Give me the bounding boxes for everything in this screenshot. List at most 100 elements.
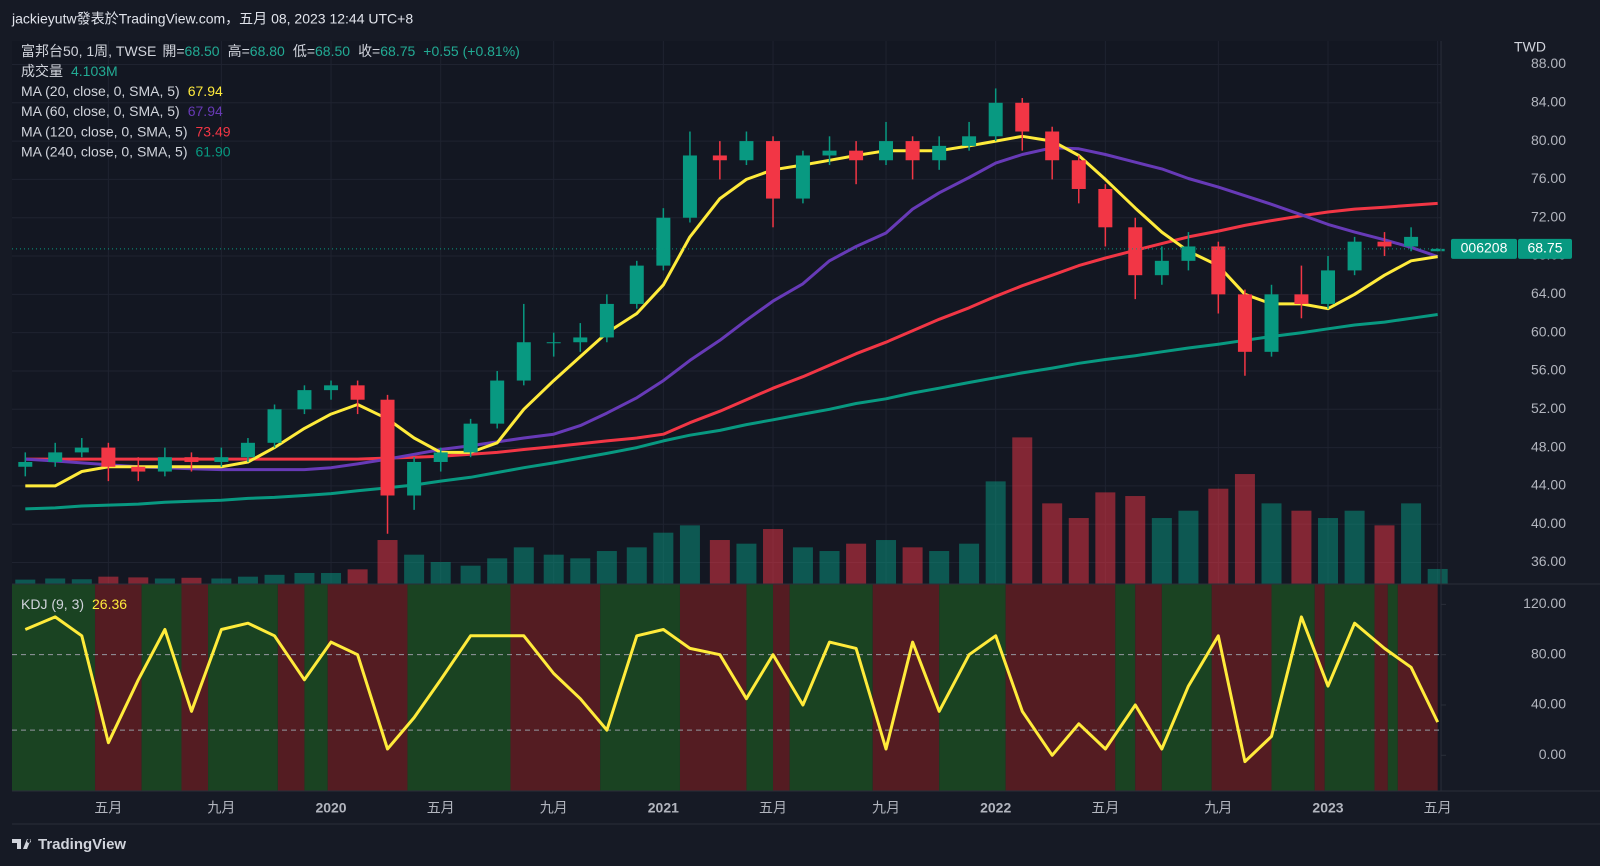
candle-body [157,457,172,472]
volume-bar [596,551,617,584]
candle-body [1181,246,1196,261]
ohlc-value: 68.50 [185,43,220,59]
ma-name: MA (120, close, 0, SMA, 5) [21,123,188,139]
symbol-legend: 富邦台50, 1周, TWSE 開=68.50 高=68.80 低=68.50 收=68… [21,43,520,59]
ticker-tag [1451,238,1517,259]
candle-body [131,466,146,472]
layers: 五月 九月 2020 五月 九月 2021 五月 九月 2022 五月 九月 2023 五月 36.00 4… [12,41,1572,816]
y-tick-label: 60.00 [1531,323,1566,339]
kdj-zone [872,584,940,791]
volume-bar [902,547,923,584]
volume-bar [1068,518,1089,584]
candle-body [214,457,229,462]
ohlc-value: 68.75 [380,43,415,59]
volume-bar [929,551,950,584]
candle-body [267,409,282,443]
ohlc-label: 高= [228,43,250,59]
kdj-zone [1135,584,1162,791]
candle-body [1430,248,1445,252]
x-tick-label: 2020 [315,800,346,816]
candle-body [1015,102,1030,132]
volume-bar [763,529,784,584]
x-tick-label: 2022 [980,800,1011,816]
volume-bar [321,573,342,584]
candle-body [516,342,531,381]
candle-body [1377,241,1392,247]
candle-body [297,390,312,410]
volume-bar [1012,437,1033,584]
candle-body [1071,160,1086,189]
ma-value: 67.94 [188,103,223,119]
kdj-zone [407,584,511,791]
candle-body [849,150,864,161]
volume-legend: 成交量 4.103M [21,63,118,79]
volume-bar [792,547,813,584]
price-tag-label: 68.75 [1527,240,1562,256]
candle-body [629,265,644,304]
volume-bar [71,579,92,584]
moving-average [25,134,1438,488]
ohlc-label: 開= [162,43,184,59]
x-tick-label: 五月 [759,800,787,816]
kdj-zone [939,584,1006,791]
volume-bar [15,579,36,584]
volume-bar [237,576,258,584]
candle-body [490,380,505,424]
x-tick-label: 2021 [648,800,679,816]
y-tick-label: 48.00 [1531,438,1566,454]
x-tick-label: 五月 [1424,800,1452,816]
y-tick-label: 76.00 [1531,170,1566,186]
volume-bar [709,540,730,584]
candle-body [739,141,754,161]
candle-body [1128,227,1143,276]
kdj-tick-label: 80.00 [1531,645,1566,661]
x-tick-label: 九月 [540,800,568,816]
ma-value: 61.90 [196,143,231,159]
volume-bar [181,577,202,584]
kdj-zone [1005,584,1116,791]
candle-body [433,452,448,462]
volume-bar [460,565,481,584]
y-tick-label: 52.00 [1531,400,1566,416]
kdj-zone [1115,584,1136,791]
ticker-label: 006208 [1461,240,1508,256]
volume-bar [1374,525,1395,584]
volume-bar [846,543,867,584]
change: +0.55 (+0.81%) [423,43,520,59]
footer-brand: TradingView [38,836,126,853]
volume-bar [1427,568,1448,584]
kdj-legend: KDJ (9, 3) 26.36 [21,596,127,612]
candle-body [822,150,837,156]
candle-body [573,337,588,343]
kdj-zone [181,584,209,791]
candle-body [988,102,1003,137]
volume-bar [45,578,66,584]
kdj-zone [746,584,774,791]
ohlc-value: 68.50 [315,43,350,59]
kdj-line [24,615,1440,764]
candle-body [18,461,33,467]
candle-body [932,145,947,161]
volume-bar [98,576,119,584]
volume-bar [1261,503,1282,584]
kdj-zone [1324,584,1375,791]
kdj-zone [510,584,601,791]
candle-body [1098,188,1113,228]
candle-body [463,423,478,453]
x-tick-label: 五月 [1091,800,1119,816]
y-tick-label: 56.00 [1531,362,1566,378]
kdj-zone [1211,584,1272,791]
candle-body [879,141,894,161]
volume-bar [1234,474,1255,584]
kdj-zone [1397,584,1438,791]
volume-bar [487,558,508,584]
kdj-zone [141,584,182,791]
ohlc-label: 收= [358,43,380,59]
volume-bar [985,481,1006,584]
moving-average [25,313,1438,511]
x-tick-label: 五月 [94,800,122,816]
kdj-zone [208,584,278,791]
ma-name: MA (20, close, 0, SMA, 5) [21,83,180,99]
kdj-zone [1314,584,1325,791]
volume-bar [1318,518,1339,584]
